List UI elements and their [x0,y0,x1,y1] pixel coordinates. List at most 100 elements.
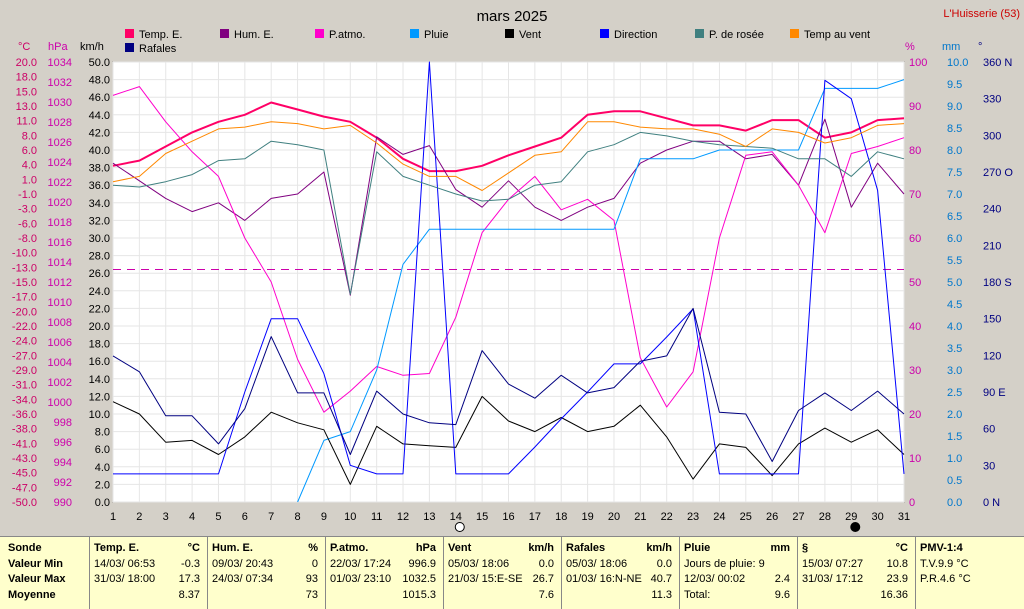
wind-tick-label: 16.0 [89,356,110,368]
footer-header-cell: mm [770,542,790,554]
temp-tick-label: -10.0 [12,248,37,260]
legend-swatch [505,29,514,38]
x-tick-label: 29 [845,511,857,523]
footer-column: Rafales km/h 05/03/ 18:06 0.0 01/03/ 16:N-NE… [566,541,672,603]
wind-tick-label: 4.0 [95,462,110,474]
footer-header-cell: km/h [646,542,672,554]
footer-header: Rafales km/h [566,541,672,557]
footer-header: P.atmo. hPa [330,541,436,557]
stats-footer: Sonde Valeur Min Valeur Max Moyenne Temp. E.… [0,536,1024,609]
footer-row: 16.36 [802,588,908,604]
footer-cell: 31/03/ 17:12 [802,573,864,585]
footer-row: T.V.9.9 °C [920,557,1016,573]
rain-tick-label: 3.5 [947,343,962,355]
dir-tick-label: 150 [983,314,1001,326]
footer-cell: 0 [311,557,318,570]
dir-tick-label: 120 [983,350,1001,362]
legend-label: Rafales [139,43,177,55]
rain-tick-label: 7.0 [947,189,962,201]
temp-tick-label: -36.0 [12,409,37,421]
footer-column: Vent km/h 05/03/ 18:06 0.0 21/03/ 15:E-SE 26.… [448,541,554,603]
rain-tick-label: 4.5 [947,299,962,311]
footer-column: Hum. E.% 09/03/ 20:43 0 24/03/ 07:34 93 73 [212,541,318,603]
footer-cell: 0.0 [538,557,554,570]
pressure-tick-label: 1026 [48,137,72,149]
wind-tick-label: 28.0 [89,251,110,263]
wind-tick-label: 2.0 [95,479,110,491]
series-line [112,131,905,295]
legend-label: Direction [614,29,657,41]
hum-tick-label: 30 [909,365,921,377]
wind-tick-label: 20.0 [89,321,110,333]
pressure-tick-label: 1008 [48,317,72,329]
pressure-tick-label: 1018 [48,217,72,229]
pressure-tick-label: 1014 [48,257,72,269]
hum-tick-label: 10 [909,453,921,465]
dir-tick-label: 90 E [983,387,1006,399]
x-tick-label: 20 [608,511,620,523]
footer-cell: 05/03/ 18:06 [566,557,628,570]
footer-header: Pluie mm [684,541,790,557]
footer-header-cell: Vent [448,542,472,554]
x-tick-label: 23 [687,511,699,523]
temp-tick-label: -38.0 [12,424,37,436]
footer-cell: Valeur Min [8,557,64,570]
footer-row: Moyenne [8,588,88,604]
footer-header-cell: °C [187,542,200,554]
rain-tick-label: 7.5 [947,167,962,179]
footer-row: 73 [212,588,318,604]
temp-tick-label: -3.0 [18,204,37,216]
legend-swatch [125,29,134,38]
wind-tick-label: 30.0 [89,233,110,245]
temp-tick-label: -34.0 [12,394,37,406]
hum-unit-label: % [905,41,915,53]
hum-tick-label: 40 [909,321,921,333]
pressure-tick-label: 990 [54,497,72,509]
pressure-tick-label: 1024 [48,157,72,169]
legend-label: Vent [519,29,541,41]
pressure-tick-label: 1000 [48,397,72,409]
footer-cell: 31/03/ 18:00 [94,573,156,585]
x-tick-label: 16 [502,511,514,523]
footer-header: Hum. E.% [212,541,318,557]
weather-chart: 20.018.015.013.011.08.06.04.01.0-1.0-3.0… [12,8,1020,532]
footer-cell: T.V.9.9 °C [920,557,969,570]
footer-header-cell: °C [895,542,908,554]
legend-swatch [695,29,704,38]
footer-header-cell: % [308,542,318,554]
series-line [112,395,905,485]
footer-row: 15/03/ 07:27 10.8 [802,557,908,573]
footer-cell: 1032.5 [402,573,436,585]
pressure-tick-label: 1010 [48,297,72,309]
legend-label: Hum. E. [234,29,274,41]
footer-header: § °C [802,541,908,557]
pressure-tick-label: 1034 [48,57,72,69]
x-tick-label: 5 [215,511,221,523]
wind-tick-label: 26.0 [89,268,110,280]
footer-cell: 10.8 [886,557,908,570]
rain-tick-label: 0.5 [947,475,962,487]
pressure-tick-label: 994 [54,457,72,469]
rain-tick-label: 5.5 [947,255,962,267]
x-tick-label: 30 [872,511,884,523]
pressure-tick-label: 992 [54,477,72,489]
footer-row: 09/03/ 20:43 0 [212,557,318,573]
wind-tick-label: 10.0 [89,409,110,421]
footer-header: Sonde [8,541,88,557]
footer-header-cell: km/h [528,542,554,554]
footer-cell: 24/03/ 07:34 [212,573,274,585]
footer-cell: 01/03/ 16:N-NE [566,573,642,585]
hum-tick-label: 0 [909,497,915,509]
rain-tick-label: 1.0 [947,453,962,465]
pressure-tick-label: 1002 [48,377,72,389]
x-tick-label: 25 [740,511,752,523]
legend-swatch [790,29,799,38]
series-line [112,307,905,462]
footer-row: 24/03/ 07:34 93 [212,572,318,588]
x-tick-label: 8 [295,511,301,523]
temp-tick-label: -1.0 [18,189,37,201]
wind-tick-label: 44.0 [89,110,110,122]
footer-cell: 2.4 [774,573,790,585]
footer-cell: 996.9 [408,557,436,570]
x-tick-label: 28 [819,511,831,523]
